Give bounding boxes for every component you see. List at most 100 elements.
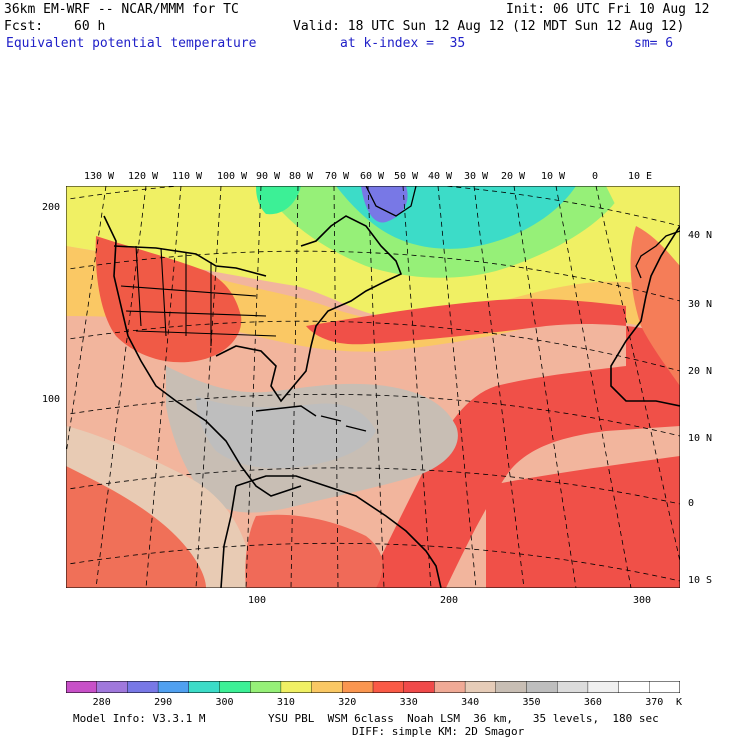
colorbar-swatch bbox=[280, 681, 313, 693]
atlantic-warm-plume bbox=[306, 298, 680, 588]
meridian-60w bbox=[367, 186, 385, 588]
lon-label: 10 W bbox=[541, 171, 566, 182]
tropical-dry-core bbox=[196, 396, 376, 469]
graticule bbox=[66, 186, 680, 588]
lon-label: 50 W bbox=[394, 171, 419, 182]
lon-label: 100 W bbox=[217, 171, 248, 182]
colorbar-swatch bbox=[311, 681, 344, 693]
colorbar-swatch bbox=[618, 681, 650, 693]
colorbar-label: 370 bbox=[645, 697, 663, 708]
colorbar-swatch bbox=[188, 681, 221, 693]
meridian-100w bbox=[195, 186, 222, 588]
grid-x-label: 100 bbox=[248, 595, 266, 606]
forecast-label: Fcst: bbox=[4, 19, 44, 34]
colorbar-swatch bbox=[157, 681, 190, 693]
model-title: 36km EM-WRF -- NCAR/MMM for TC bbox=[4, 2, 239, 17]
colorbar-swatch bbox=[342, 681, 374, 693]
meridian-90w bbox=[245, 186, 262, 588]
diffusion-info: DIFF: simple KM: 2D Smagor bbox=[352, 725, 525, 738]
europe-warm-region bbox=[630, 226, 680, 386]
lat-label: 0 bbox=[688, 498, 694, 509]
parallel-10n bbox=[66, 393, 680, 437]
model-info: Model Info: V3.3.1 M bbox=[73, 712, 206, 725]
colorbar-swatch bbox=[249, 681, 282, 693]
north-america-coast bbox=[103, 215, 302, 497]
lon-label: 110 W bbox=[172, 171, 203, 182]
south-america-west-coast bbox=[220, 485, 237, 588]
colorbar-swatch bbox=[96, 681, 129, 693]
field-name: Equivalent potential temperature bbox=[6, 36, 257, 51]
colorbar-label: 300 bbox=[215, 697, 233, 708]
equatorial-warm-region bbox=[245, 514, 383, 588]
grid-x-label: 300 bbox=[633, 595, 651, 606]
lon-label: 130 W bbox=[84, 171, 115, 182]
meridian-40w bbox=[437, 186, 477, 588]
colorbar-label: 360 bbox=[584, 697, 602, 708]
colorbar-swatch bbox=[495, 681, 528, 693]
colorbar-label: 320 bbox=[338, 697, 356, 708]
us-state-lines bbox=[120, 245, 277, 346]
colorbar-swatch bbox=[526, 681, 558, 693]
northwest-green bbox=[256, 186, 301, 215]
lon-label: 80 W bbox=[289, 171, 314, 182]
europe-africa-coast bbox=[610, 225, 680, 407]
meridian-30w bbox=[473, 186, 525, 588]
meridian-130w bbox=[66, 186, 107, 457]
meridian-20w bbox=[513, 186, 577, 588]
lon-label: 120 W bbox=[128, 171, 159, 182]
southeast-warm-region bbox=[486, 456, 680, 588]
colorbar-swatch bbox=[434, 681, 466, 693]
colorbar-swatch bbox=[464, 681, 497, 693]
colorbar-swatch bbox=[557, 681, 589, 693]
meridian-0 bbox=[595, 186, 680, 564]
meridian-50w bbox=[402, 186, 432, 588]
lon-label: 60 W bbox=[360, 171, 385, 182]
colorbar-label: 340 bbox=[461, 697, 479, 708]
lat-label: 40 N bbox=[688, 230, 712, 241]
physics-info: YSU PBL WSM 6class Noah LSM 36 km, 35 le… bbox=[268, 712, 659, 725]
lat-label: 20 N bbox=[688, 366, 712, 377]
colorbar-swatch bbox=[649, 681, 680, 693]
colorbar-swatch bbox=[403, 681, 436, 693]
meridian-70w bbox=[333, 186, 339, 588]
pacific-warm-region bbox=[66, 466, 206, 588]
caribbean-islands bbox=[255, 405, 367, 432]
valid-time: Valid: 18 UTC Sun 12 Aug 12 (12 MDT Sun … bbox=[293, 19, 685, 34]
colorbar-unit: K bbox=[676, 697, 682, 708]
grid-x-label: 200 bbox=[440, 595, 458, 606]
us-east-coast bbox=[215, 215, 403, 403]
lat-label: 10 N bbox=[688, 433, 712, 444]
map-panel bbox=[66, 186, 680, 588]
parallel-10s bbox=[66, 542, 680, 582]
lat-label: 30 N bbox=[688, 299, 712, 310]
colorbar-label: 310 bbox=[277, 697, 295, 708]
lon-label: 10 E bbox=[628, 171, 652, 182]
forecast-hour: 60 h bbox=[74, 19, 106, 34]
greenland-coast bbox=[365, 186, 417, 217]
lon-label: 70 W bbox=[325, 171, 350, 182]
parallel-30n bbox=[66, 250, 680, 302]
continental-hot-region bbox=[95, 236, 242, 363]
meridian-110w bbox=[145, 186, 182, 588]
lon-label: 20 W bbox=[501, 171, 526, 182]
colorbar-label: 350 bbox=[522, 697, 540, 708]
lon-label: 30 W bbox=[464, 171, 489, 182]
lon-label: 40 W bbox=[428, 171, 453, 182]
level-index: at k-index = 35 bbox=[340, 36, 466, 51]
colorbar-swatch bbox=[127, 681, 159, 693]
colorbar-label: 280 bbox=[93, 697, 111, 708]
parallel-equator bbox=[66, 467, 680, 505]
lat-label: 10 S bbox=[688, 575, 712, 586]
grid-y-label: 200 bbox=[42, 202, 60, 213]
meridian-120w bbox=[95, 186, 147, 588]
parallel-40n bbox=[66, 186, 680, 227]
colorbar-label: 290 bbox=[154, 697, 172, 708]
south-america-coast bbox=[235, 475, 442, 588]
smoothing-value: sm= 6 bbox=[634, 36, 674, 51]
colorbar-swatch bbox=[219, 681, 251, 693]
colorbar-swatch bbox=[372, 681, 405, 693]
coldest-core bbox=[361, 186, 408, 223]
meridian-80w bbox=[290, 186, 299, 588]
parallel-20n bbox=[66, 320, 680, 372]
